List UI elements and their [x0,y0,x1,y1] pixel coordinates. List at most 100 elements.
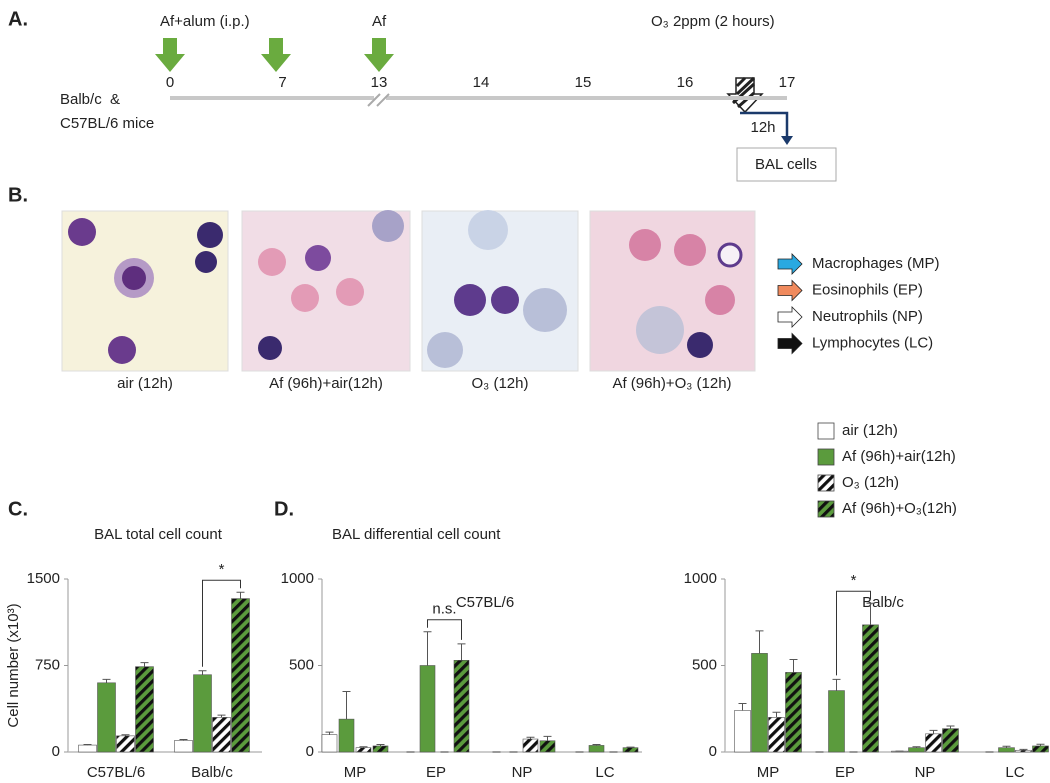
bar [231,598,250,753]
panel-label: C. [8,498,28,520]
cell [258,336,282,360]
interval-bracket [740,111,789,140]
day-label: 13 [371,74,388,91]
cell [372,210,404,242]
x-tick-label: NP [915,764,936,781]
bar [321,734,338,753]
error-bar [423,631,432,666]
charts: BAL total cell count Cell number (x10³) 0 7… [5,526,1049,781]
day-label: 0 [166,74,174,91]
bar-chart: Balb/c 0 500 1000 MP EP NP LC * [684,570,1049,781]
error-bar [236,591,245,599]
day-label: 17 [779,74,796,91]
day-label: 15 [575,74,592,91]
micrograph-caption: O₃ (12h) [472,375,529,392]
bar [734,710,751,753]
bar [135,666,154,753]
cell [68,218,96,246]
error-bar [526,736,535,740]
error-bar [789,658,798,673]
cell [108,336,136,364]
cell [122,266,146,290]
chart-subtitle: C57BL/6 [456,594,514,611]
arrow [261,38,291,72]
cell [717,242,743,268]
y-tick-label: 500 [692,656,717,673]
cell [629,229,661,261]
error-bar [832,678,841,691]
treatment-label: Af+alum (i.p.) [160,13,250,30]
bar [785,672,802,753]
bar [588,745,605,753]
mice-label: C57BL/6 mice [60,115,154,132]
error-bar [1002,745,1011,748]
bar [116,735,135,753]
legend-label: Eosinophils (EP) [812,281,923,298]
x-tick-label: C57BL/6 [87,764,145,781]
error-bar [772,711,781,718]
error-bar [140,662,149,667]
significance-label: * [851,572,857,589]
error-bar [1036,743,1045,746]
x-tick-label: Balb/c [191,764,233,781]
x-tick-label: NP [512,764,533,781]
error-bar [198,670,207,675]
legend-label: O₃ (12h) [842,474,899,491]
legend-label: Af (96h)+air(12h) [842,448,956,465]
y-tick-label: 750 [35,656,60,673]
bar [193,674,212,753]
micrograph [61,210,229,372]
interval-label: 12h [750,119,775,136]
bar-chart: BAL total cell count Cell number (x10³) 0 7… [5,526,262,781]
y-tick-label: 0 [306,743,314,760]
legend-arrow [777,332,803,355]
bar [78,744,97,753]
arrow-head [781,136,793,145]
y-axis-label: Cell number (x10³) [5,603,22,727]
bar [751,653,768,753]
treatment-label: Af [372,13,387,30]
x-tick-label: MP [757,764,780,781]
error-bar [912,746,921,748]
panel-label: B. [8,184,28,206]
legend-label: air (12h) [842,422,898,439]
bar [212,717,231,753]
bar [97,682,116,753]
panel-label: A. [8,8,28,30]
micrograph-captions: air (12h) Af (96h)+air(12h) O₃ (12h) Af … [117,375,731,392]
x-tick-label: EP [835,764,855,781]
cell [427,332,463,368]
error-bar [866,602,875,625]
day-label: 14 [473,74,490,91]
bar [174,740,193,753]
bar [338,718,355,753]
bar [908,747,925,753]
mice-label: Balb/c & [60,91,120,108]
error-bar [121,734,130,736]
cell [336,278,364,306]
y-tick-label: 500 [289,656,314,673]
bar [622,747,639,753]
x-tick-label: EP [426,764,446,781]
significance-bracket [202,579,241,667]
error-bar [179,739,188,741]
axis-break [367,93,390,107]
legend-arrow [777,253,803,275]
arrow [726,77,764,114]
cell [258,248,286,276]
error-bar [592,744,601,746]
x-tick-label: LC [595,764,614,781]
cell [523,288,567,332]
cell [491,286,519,314]
x-tick-label: LC [1005,764,1024,781]
error-bar [457,643,466,661]
legend-label: Neutrophils (NP) [812,308,923,325]
error-bar [543,735,552,741]
cell [197,222,223,248]
arrow [364,38,394,72]
cell [636,306,684,354]
error-bar [738,703,747,711]
legend: air (12h) Af (96h)+air(12h) O₃ (12h) Af (96… [817,422,957,518]
legend-label: Macrophages (MP) [812,255,940,272]
bar [453,660,470,753]
